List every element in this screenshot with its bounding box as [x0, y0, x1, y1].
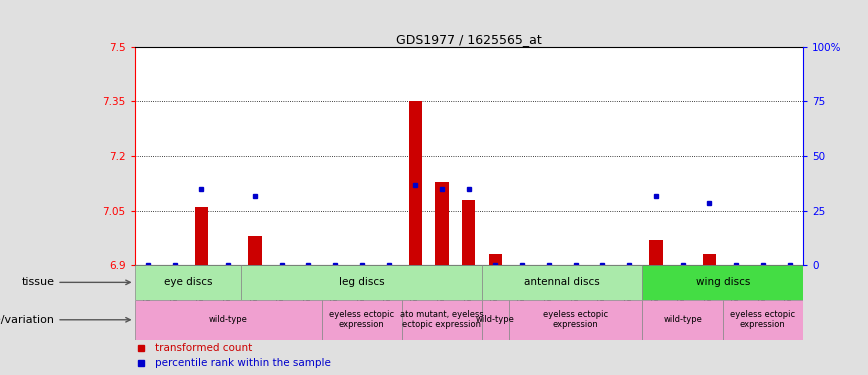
Text: eyeless ectopic
expression: eyeless ectopic expression: [329, 310, 394, 330]
Bar: [462, 200, 476, 265]
Bar: [436, 182, 449, 265]
Text: genotype/variation: genotype/variation: [0, 315, 130, 325]
Bar: [649, 240, 662, 265]
Bar: [482, 300, 509, 340]
Bar: [509, 300, 642, 340]
Text: wild-type: wild-type: [476, 315, 515, 324]
Bar: [703, 254, 716, 265]
Bar: [409, 102, 422, 265]
Text: percentile rank within the sample: percentile rank within the sample: [155, 358, 331, 369]
Text: eyeless ectopic
expression: eyeless ectopic expression: [543, 310, 608, 330]
Bar: [135, 265, 241, 300]
Bar: [723, 300, 803, 340]
Bar: [322, 300, 402, 340]
Text: leg discs: leg discs: [339, 278, 385, 287]
Text: wild-type: wild-type: [663, 315, 702, 324]
Text: tissue: tissue: [22, 278, 130, 287]
Bar: [482, 265, 642, 300]
Text: wing discs: wing discs: [695, 278, 750, 287]
Text: transformed count: transformed count: [155, 343, 252, 353]
Bar: [248, 236, 261, 265]
Bar: [489, 254, 503, 265]
Text: antennal discs: antennal discs: [524, 278, 600, 287]
Bar: [241, 265, 482, 300]
Text: eyeless ectopic
expression: eyeless ectopic expression: [730, 310, 795, 330]
Text: ato mutant, eyeless
ectopic expression: ato mutant, eyeless ectopic expression: [400, 310, 483, 330]
Bar: [402, 300, 482, 340]
Bar: [642, 265, 803, 300]
Text: wild-type: wild-type: [208, 315, 247, 324]
Bar: [194, 207, 208, 265]
Text: eye discs: eye discs: [164, 278, 213, 287]
Title: GDS1977 / 1625565_at: GDS1977 / 1625565_at: [396, 33, 542, 46]
Bar: [135, 300, 322, 340]
Bar: [642, 300, 723, 340]
